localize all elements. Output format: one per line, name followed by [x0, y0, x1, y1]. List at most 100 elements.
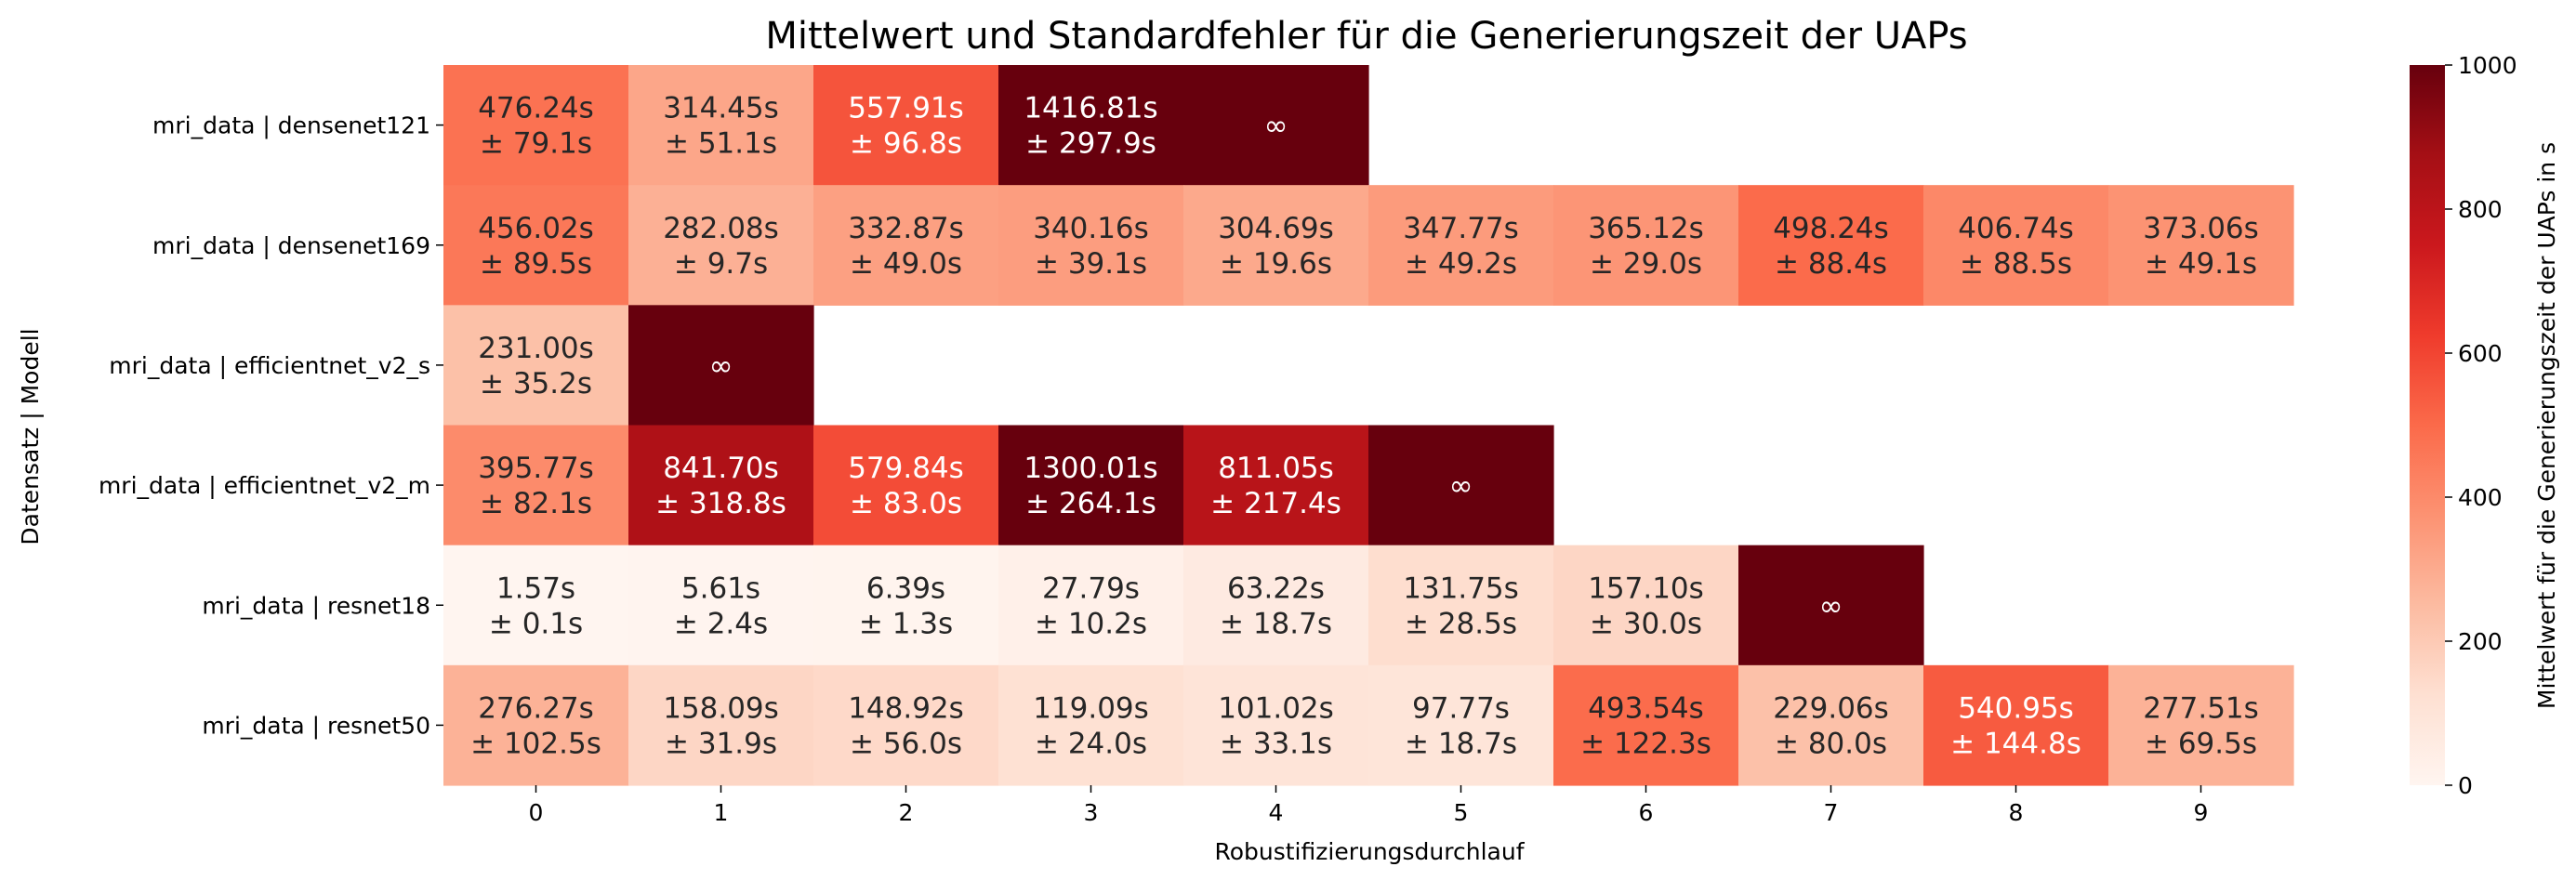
cell-label: ± 51.1s — [665, 127, 777, 161]
cell-label: 27.79s — [1042, 571, 1140, 605]
heatmap-cell — [1368, 545, 1554, 666]
cell-label: ± 18.7s — [1405, 727, 1517, 760]
cell-label: ± 28.5s — [1405, 607, 1517, 640]
y-tick-label: mri_data | efficientnet_v2_m — [99, 472, 430, 499]
y-tick-label: mri_data | densenet169 — [152, 232, 430, 259]
cell-label: ± 144.8s — [1950, 727, 2081, 760]
colorbar-tick-label: 600 — [2458, 340, 2503, 367]
cell-label: 365.12s — [1588, 212, 1704, 245]
heatmap-cell — [1183, 545, 1369, 666]
cell-label: 157.10s — [1588, 571, 1704, 605]
cell-label: 579.84s — [848, 452, 964, 485]
cell-label: 347.77s — [1403, 212, 1519, 245]
heatmap-cell — [813, 185, 999, 306]
cell-label: ± 122.3s — [1580, 727, 1711, 760]
heatmap-cell — [443, 185, 629, 306]
cell-label: 231.00s — [478, 332, 594, 365]
heatmap-cell — [2108, 664, 2294, 786]
cell-label: 340.16s — [1033, 212, 1149, 245]
cell-label: 395.77s — [478, 452, 594, 485]
heatmap-cell — [1183, 425, 1369, 546]
cell-label: 493.54s — [1588, 691, 1704, 725]
x-tick-label: 3 — [1084, 799, 1099, 826]
heatmap-cell — [1738, 545, 1924, 666]
colorbar-tick-label: 800 — [2458, 196, 2503, 223]
cell-label: ± 49.0s — [850, 247, 962, 281]
cell-label: 476.24s — [478, 92, 594, 125]
cell-label: 540.95s — [1958, 691, 2074, 725]
heatmap-cell — [1183, 185, 1369, 306]
cell-label: 63.22s — [1227, 571, 1325, 605]
cell-label: 158.09s — [663, 691, 779, 725]
cell-label: 1.57s — [496, 571, 575, 605]
colorbar-tick-label: 0 — [2458, 772, 2473, 799]
cell-label: 841.70s — [663, 452, 779, 485]
heatmap-cell — [628, 305, 814, 427]
x-tick-label: 8 — [2009, 799, 2024, 826]
cell-label: 101.02s — [1218, 691, 1334, 725]
cell-label: ± 82.1s — [480, 487, 592, 520]
y-tick-label: mri_data | efficientnet_v2_s — [109, 352, 430, 379]
y-tick-label: mri_data | resnet18 — [202, 592, 430, 619]
cell-label: ± 56.0s — [850, 727, 962, 760]
cell-label: ± 80.0s — [1775, 727, 1887, 760]
cell-label: ± 39.1s — [1035, 247, 1147, 281]
x-tick-labels: 0 1 2 3 4 5 6 7 8 9 — [529, 785, 2208, 826]
cell-label: ± 89.5s — [480, 247, 592, 281]
x-tick-label: 6 — [1639, 799, 1654, 826]
y-tick-label: mri_data | densenet121 — [152, 112, 430, 139]
cell-label: ± 30.0s — [1590, 607, 1702, 640]
cell-label: ± 35.2s — [480, 367, 592, 401]
cell-label: ± 88.4s — [1775, 247, 1887, 281]
cell-label: ± 264.1s — [1025, 487, 1156, 520]
cell-label: ∞ — [1264, 110, 1288, 143]
cell-label: 282.08s — [663, 212, 779, 245]
cell-label: ± 96.8s — [850, 127, 962, 161]
heatmap-cell — [998, 425, 1184, 546]
cell-label: 1416.81s — [1024, 92, 1157, 125]
colorbar-tick-label: 1000 — [2458, 52, 2517, 79]
cell-label: 498.24s — [1773, 212, 1889, 245]
heatmap-cell — [628, 545, 814, 666]
cell-label: ± 102.5s — [470, 727, 601, 760]
cell-label: 314.45s — [663, 92, 779, 125]
cell-label: 304.69s — [1218, 212, 1334, 245]
cell-label: 131.75s — [1403, 571, 1519, 605]
cell-label: 97.77s — [1412, 691, 1510, 725]
cell-label: 148.92s — [848, 691, 964, 725]
cell-label: ± 18.7s — [1220, 607, 1332, 640]
heatmap-cell — [1368, 185, 1554, 306]
heatmap-cell — [813, 425, 999, 546]
cell-label: ± 297.9s — [1025, 127, 1156, 161]
x-tick-label: 4 — [1269, 799, 1284, 826]
x-tick-label: 0 — [529, 799, 544, 826]
cell-label: ± 49.2s — [1405, 247, 1517, 281]
cell-label: ∞ — [1819, 589, 1843, 623]
colorbar-tick-label: 400 — [2458, 484, 2503, 511]
x-axis-label: Robustifizierungsdurchlauf — [1214, 838, 1525, 865]
cell-label: ± 88.5s — [1960, 247, 2072, 281]
y-axis-label: Datensatz | Modell — [17, 328, 44, 545]
colorbar — [2410, 65, 2445, 785]
heatmap-cell — [813, 664, 999, 786]
y-tick-labels: mri_data | densenet121 mri_data | densene… — [99, 112, 443, 739]
heatmap-cell — [443, 425, 629, 546]
cell-label: ± 9.7s — [674, 247, 768, 281]
colorbar-tick-label: 200 — [2458, 628, 2503, 655]
heatmap-cell — [1553, 664, 1739, 786]
heatmap-cell — [628, 664, 814, 786]
heatmap-cell — [443, 664, 629, 786]
cell-label: 5.61s — [681, 571, 760, 605]
chart-title: Mittelwert und Standardfehler für die Ge… — [765, 15, 1967, 58]
cell-label: 6.39s — [866, 571, 945, 605]
cell-label: ± 31.9s — [665, 727, 777, 760]
heatmap-cell — [998, 545, 1184, 666]
heatmap-cell — [2108, 185, 2294, 306]
heatmap-cell — [443, 545, 629, 666]
x-tick-label: 7 — [1824, 799, 1839, 826]
cell-label: ± 318.8s — [655, 487, 786, 520]
cell-label: ∞ — [709, 349, 733, 383]
cell-label: 277.51s — [2143, 691, 2259, 725]
heatmap-cell — [1923, 185, 2109, 306]
cell-label: ± 10.2s — [1035, 607, 1147, 640]
